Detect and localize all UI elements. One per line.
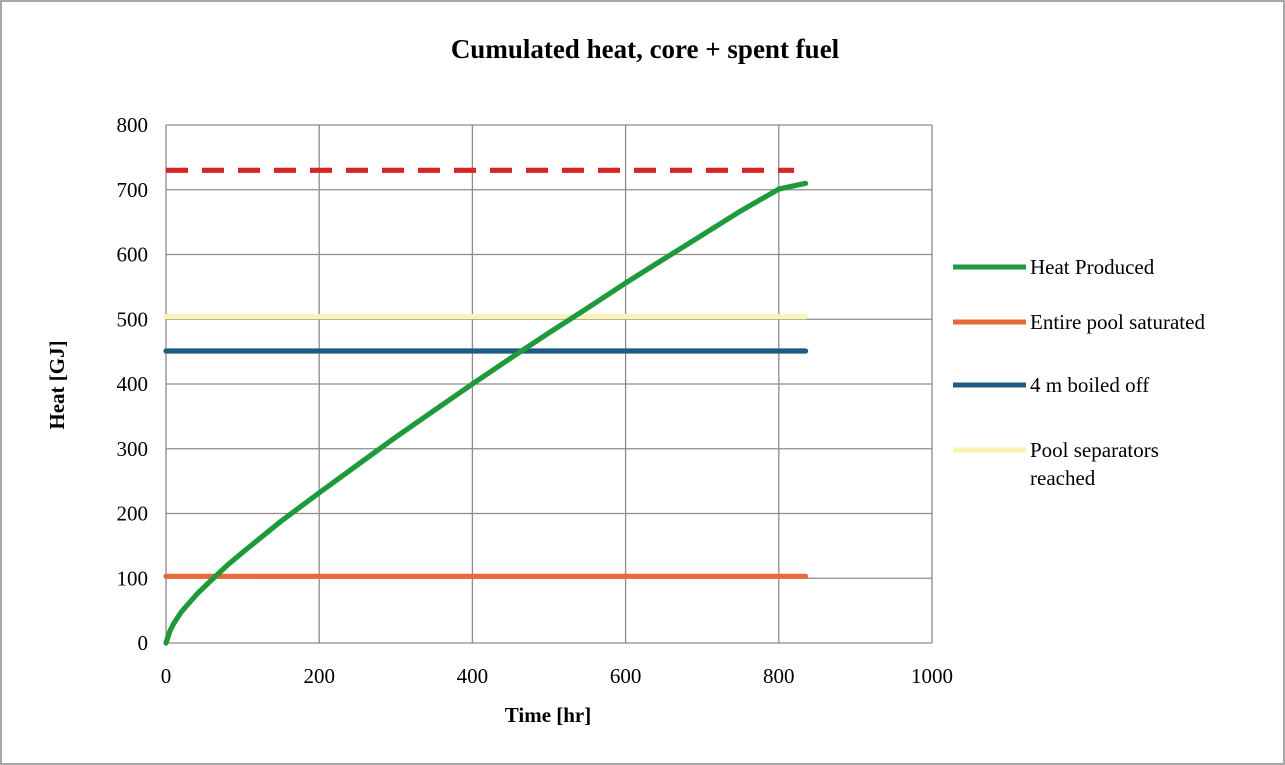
y-tick-label: 300 (117, 437, 149, 461)
y-tick-label: 200 (117, 502, 149, 526)
legend-label: 4 m boiled off (1030, 373, 1149, 397)
y-tick-label: 0 (138, 631, 149, 655)
series-line-heat-produced (163, 180, 809, 646)
legend-label: reached (1030, 466, 1096, 490)
y-axis-label: Heat [GJ] (45, 340, 69, 429)
y-tick-label: 400 (117, 372, 149, 396)
chart-title: Cumulated heat, core + spent fuel (451, 34, 840, 64)
x-tick-label: 200 (303, 664, 335, 688)
legend-label: Entire pool saturated (1030, 310, 1205, 334)
x-tick-label: 1000 (911, 664, 953, 688)
y-tick-label: 500 (117, 307, 149, 331)
x-tick-label: 800 (763, 664, 795, 688)
x-tick-label: 600 (610, 664, 642, 688)
legend-label: Pool separators (1030, 438, 1159, 462)
x-tick-label: 400 (457, 664, 489, 688)
y-tick-label: 800 (117, 113, 149, 137)
y-tick-label: 600 (117, 243, 149, 267)
legend: Heat Produced Entire pool saturated 4 m bo… (953, 255, 1205, 490)
y-tick-label: 100 (117, 566, 149, 590)
series-group (163, 167, 809, 646)
tick-labels: 0 100 200 300 400 500 600 700 800 0 200 400 600 800 10… (117, 113, 954, 688)
y-tick-label: 700 (117, 178, 149, 202)
x-tick-label: 0 (161, 664, 172, 688)
x-axis-label: Time [hr] (505, 703, 592, 727)
legend-label: Heat Produced (1030, 255, 1155, 279)
